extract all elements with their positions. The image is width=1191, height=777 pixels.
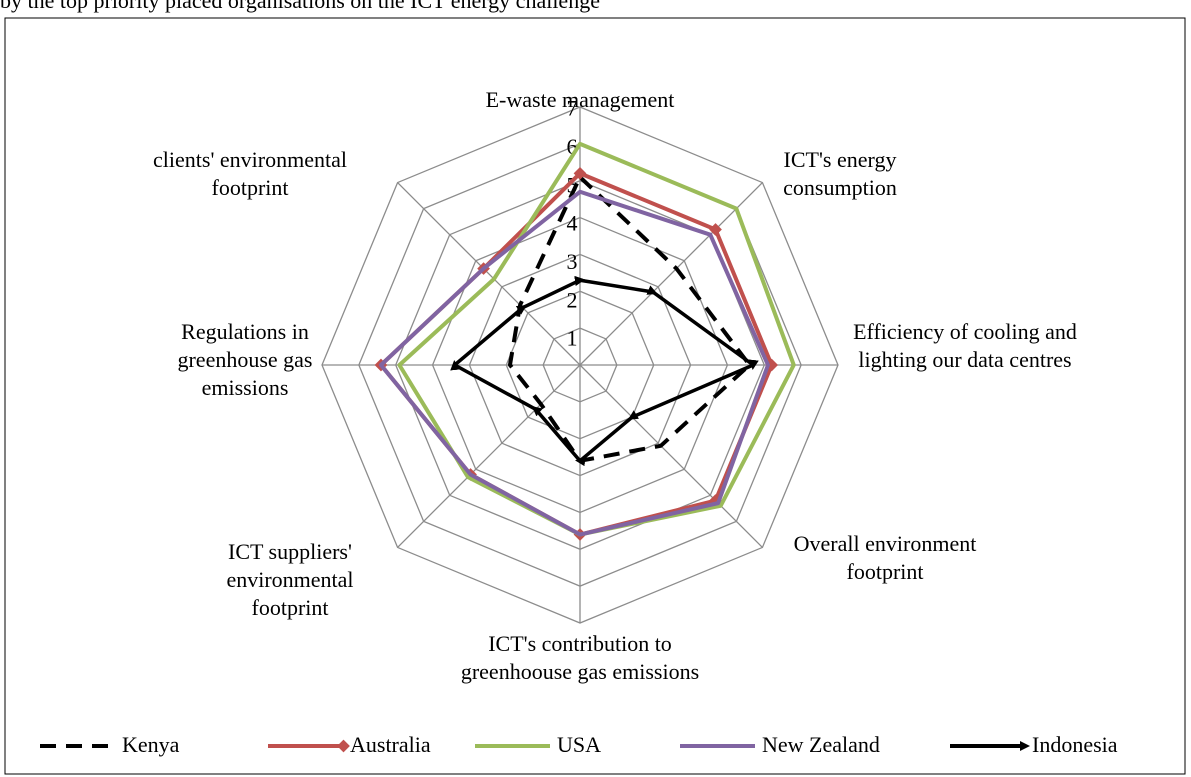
legend-label: USA [557,732,601,757]
r-tick-label: 5 [567,172,578,197]
frame [4,17,1186,775]
category-label: ICT's contribution to greenhoouse gas em… [460,631,700,684]
category-label: Efficiency of cooling and lighting our d… [853,319,1077,372]
legend-label: Australia [350,732,431,757]
r-tick-label: 4 [567,211,578,236]
series-line [378,189,770,537]
category-label: Overall environment footprint [793,531,977,584]
category-label: E-waste management [485,87,675,112]
category-label: Regulations in greenhouse gas emissions [177,319,313,400]
legend-marker [337,739,350,753]
legend-label: New Zealand [762,732,880,757]
category-label: ICT's energy consumption [783,147,897,200]
series-line [455,280,754,461]
r-tick-label: 7 [567,96,578,121]
r-tick-label: 6 [567,134,578,159]
series-line [397,141,796,537]
legend-label: Indonesia [1032,732,1118,757]
category-label: ICT suppliers' environmental footprint [226,539,354,620]
legend-label: Kenya [122,732,180,757]
r-tick-label: 3 [567,249,578,274]
r-tick-label: 2 [567,287,578,312]
caption: by the top priority placed organisations… [0,0,600,13]
r-tick-label: 1 [567,326,578,351]
category-label: clients' environmental footprint [153,147,347,200]
